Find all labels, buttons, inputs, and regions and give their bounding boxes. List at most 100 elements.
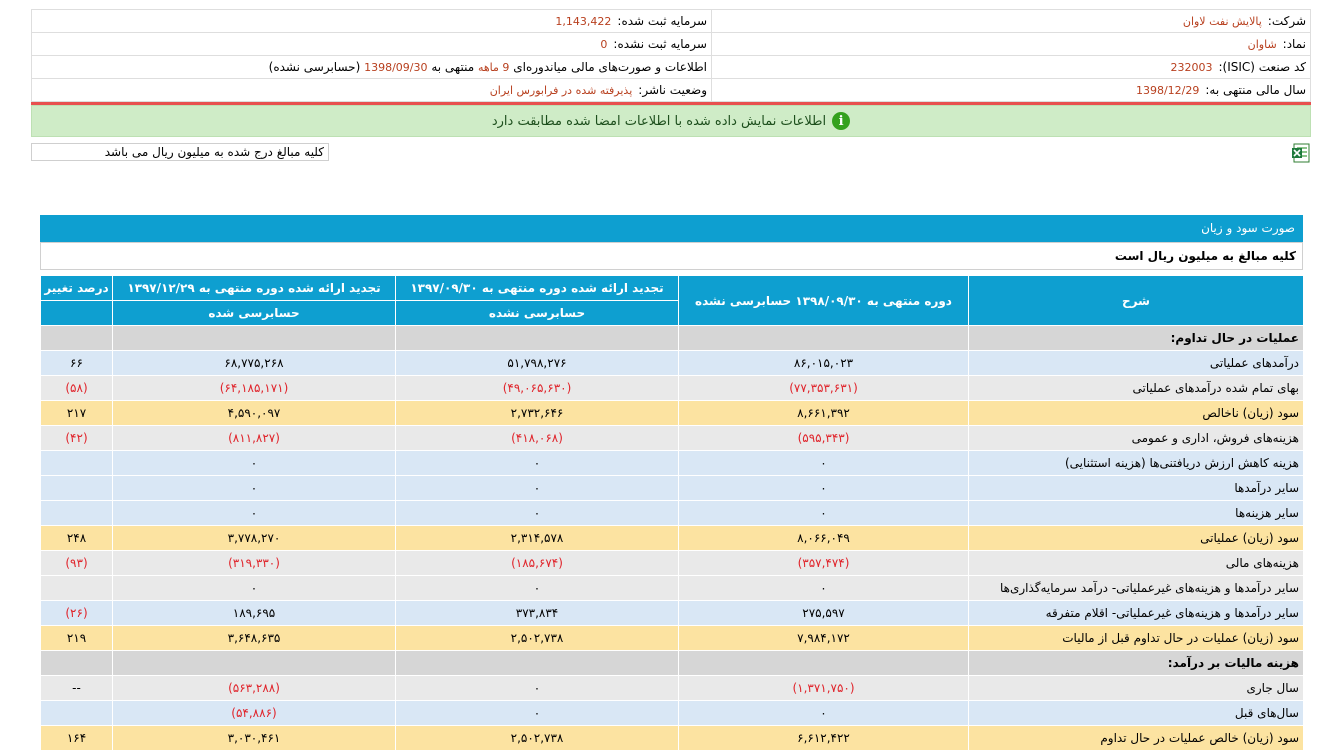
verification-banner: i اطلاعات نمایش داده شده با اطلاعات امضا… <box>31 105 1311 137</box>
row-description: سود (زیان) ناخالص <box>968 400 1304 426</box>
registered-capital-cell: سرمایه ثبت شده: 1,143,422 <box>31 9 712 33</box>
isic-label: کد صنعت (ISIC): <box>1218 60 1306 74</box>
fiscal-year-cell: سال مالی منتهی به: 1398/12/29 <box>711 78 1311 102</box>
income-statement-body: عملیات در حال تداوم: درآمدهای عملیاتی ۸۶,۰… <box>40 325 1304 751</box>
row-value-c4 <box>40 475 113 501</box>
row-value-c4: (۹۳) <box>40 550 113 576</box>
table-row: سایر درآمدها و هزینه‌های غیرعملیاتی- درآ… <box>40 575 1304 601</box>
table-row: سود (زیان) عملیات در حال تداوم قبل از ما… <box>40 625 1304 651</box>
row-value-c1: (۳۵۷,۴۷۴) <box>678 550 969 576</box>
row-value-c3: (۶۴,۱۸۵,۱۷۱) <box>112 375 396 401</box>
table-row: سال جاری (۱,۳۷۱,۷۵۰) ۰ (۵۶۳,۲۸۸) -- <box>40 675 1304 701</box>
symbol-value[interactable]: شاوان <box>1247 38 1277 51</box>
row-value-c1: ۸,۶۶۱,۳۹۲ <box>678 400 969 426</box>
registered-capital-label: سرمایه ثبت شده: <box>617 14 707 28</box>
row-description: هزینه‌های فروش، اداری و عمومی <box>968 425 1304 451</box>
header-desc: شرح <box>968 275 1304 326</box>
company-cell: شرکت: پالایش نفت لاوان <box>711 9 1311 33</box>
table-row: سایر هزینه‌ها ۰ ۰ ۰ <box>40 500 1304 526</box>
report-mid: منتهی به <box>431 60 475 74</box>
separator-line <box>31 102 1311 105</box>
unregistered-capital-value: 0 <box>600 38 608 51</box>
report-suffix: (حسابرسی نشده) <box>268 60 361 74</box>
row-value-c4: ۲۱۹ <box>40 625 113 651</box>
row-value-c1: ۰ <box>678 575 969 601</box>
row-description: سایر درآمدها و هزینه‌های غیرعملیاتی- درآ… <box>968 575 1304 601</box>
header-col3-sub: حسابرسی شده <box>112 300 396 326</box>
table-row: هزینه‌های فروش، اداری و عمومی (۵۹۵,۳۴۳) (۴… <box>40 425 1304 451</box>
publisher-status-label: وضعیت ناشر: <box>638 83 707 97</box>
row-value-c1: ۰ <box>678 475 969 501</box>
row-value-c1: (۵۹۵,۳۴۳) <box>678 425 969 451</box>
row-value-c1: ۰ <box>678 500 969 526</box>
row-description: سایر درآمدها و هزینه‌های غیرعملیاتی- اقل… <box>968 600 1304 626</box>
row-value-c1 <box>678 325 969 351</box>
row-value-c3: ۰ <box>112 450 396 476</box>
symbol-label: نماد: <box>1282 37 1306 51</box>
row-value-c4 <box>40 650 113 676</box>
row-value-c1 <box>678 650 969 676</box>
row-value-c1: ۷,۹۸۴,۱۷۲ <box>678 625 969 651</box>
row-description: سایر هزینه‌ها <box>968 500 1304 526</box>
row-description: بهای تمام شده درآمدهای عملیاتی <box>968 375 1304 401</box>
row-value-c4: ۲۴۸ <box>40 525 113 551</box>
row-description: سود (زیان) عملیاتی <box>968 525 1304 551</box>
symbol-cell: نماد: شاوان <box>711 32 1311 56</box>
row-value-c2: (۴۱۸,۰۶۸) <box>395 425 679 451</box>
header-col2-sub: حسابرسی نشده <box>395 300 679 326</box>
row-value-c4: (۵۸) <box>40 375 113 401</box>
isic-value: 232003 <box>1170 61 1213 74</box>
row-value-c3: ۰ <box>112 500 396 526</box>
fiscal-year-label: سال مالی منتهی به: <box>1205 83 1306 97</box>
verification-text: اطلاعات نمایش داده شده با اطلاعات امضا ش… <box>491 113 827 129</box>
header-col1: دوره منتهی به ۱۳۹۸/۰۹/۳۰ حسابرسی نشده <box>678 275 969 326</box>
row-value-c2: ۳۷۳,۸۳۴ <box>395 600 679 626</box>
row-value-c4 <box>40 450 113 476</box>
statement-subtitle: کلیه مبالغ به میلیون ریال است <box>40 242 1303 270</box>
row-value-c3: ۴,۵۹۰,۰۹۷ <box>112 400 396 426</box>
table-row: سال‌های قبل ۰ ۰ (۵۴,۸۸۶) <box>40 700 1304 726</box>
row-description: درآمدهای عملیاتی <box>968 350 1304 376</box>
row-value-c2: ۲,۵۰۲,۷۳۸ <box>395 625 679 651</box>
row-description: هزینه‌های مالی <box>968 550 1304 576</box>
row-value-c2: ۰ <box>395 675 679 701</box>
table-row: سایر درآمدها ۰ ۰ ۰ <box>40 475 1304 501</box>
header-col3: تجدید ارائه شده دوره منتهی به ۱۳۹۷/۱۲/۲۹ <box>112 275 396 301</box>
row-description: هزینه کاهش ارزش دریافتنی‌ها (هزینه استثن… <box>968 450 1304 476</box>
company-label: شرکت: <box>1267 14 1306 28</box>
row-value-c2 <box>395 325 679 351</box>
table-row: سود (زیان) عملیاتی ۸,۰۶۶,۰۴۹ ۲,۳۱۴,۵۷۸ ۳,۷۷… <box>40 525 1304 551</box>
isic-cell: کد صنعت (ISIC): 232003 <box>711 55 1311 79</box>
row-value-c2: (۱۸۵,۶۷۴) <box>395 550 679 576</box>
row-value-c1: ۸۶,۰۱۵,۰۲۳ <box>678 350 969 376</box>
report-date: 1398/09/30 <box>364 61 428 74</box>
row-value-c2: ۰ <box>395 575 679 601</box>
header-col4-sub <box>40 300 113 326</box>
row-value-c4: ۶۶ <box>40 350 113 376</box>
row-value-c3: ۰ <box>112 475 396 501</box>
row-value-c3: ۶۸,۷۷۵,۲۶۸ <box>112 350 396 376</box>
row-value-c4: (۲۶) <box>40 600 113 626</box>
unregistered-capital-label: سرمایه ثبت نشده: <box>613 37 707 51</box>
row-description: عملیات در حال تداوم: <box>968 325 1304 351</box>
header-col4: درصد تغییر <box>40 275 113 301</box>
company-value[interactable]: پالایش نفت لاوان <box>1182 15 1262 28</box>
table-row: بهای تمام شده درآمدهای عملیاتی (۷۷,۳۵۳,۶۳… <box>40 375 1304 401</box>
row-value-c4 <box>40 575 113 601</box>
income-statement-table: شرح دوره منتهی به ۱۳۹۸/۰۹/۳۰ حسابرسی نشد… <box>40 275 1304 751</box>
row-value-c4: (۴۲) <box>40 425 113 451</box>
row-value-c3: ۳,۷۷۸,۲۷۰ <box>112 525 396 551</box>
report-prefix: اطلاعات و صورت‌های مالی میاندوره‌ای <box>513 60 707 74</box>
table-row: سایر درآمدها و هزینه‌های غیرعملیاتی- اقل… <box>40 600 1304 626</box>
row-value-c3: ۳,۶۴۸,۶۳۵ <box>112 625 396 651</box>
unit-note: کلیه مبالغ درج شده به میلیون ریال می باش… <box>31 143 329 161</box>
table-row: درآمدهای عملیاتی ۸۶,۰۱۵,۰۲۳ ۵۱,۷۹۸,۲۷۶ ۶۸,۷… <box>40 350 1304 376</box>
table-row: هزینه کاهش ارزش دریافتنی‌ها (هزینه استثن… <box>40 450 1304 476</box>
row-value-c3 <box>112 650 396 676</box>
excel-export-icon[interactable] <box>1291 143 1311 163</box>
row-value-c4: -- <box>40 675 113 701</box>
table-row: هزینه‌های مالی (۳۵۷,۴۷۴) (۱۸۵,۶۷۴) (۳۱۹,۳۳۰… <box>40 550 1304 576</box>
statement-title: صورت سود و زیان <box>40 215 1303 242</box>
company-info-table: شرکت: پالایش نفت لاوان سرمایه ثبت شده: 1,1… <box>31 9 1311 102</box>
report-period: 9 ماهه <box>477 61 510 74</box>
